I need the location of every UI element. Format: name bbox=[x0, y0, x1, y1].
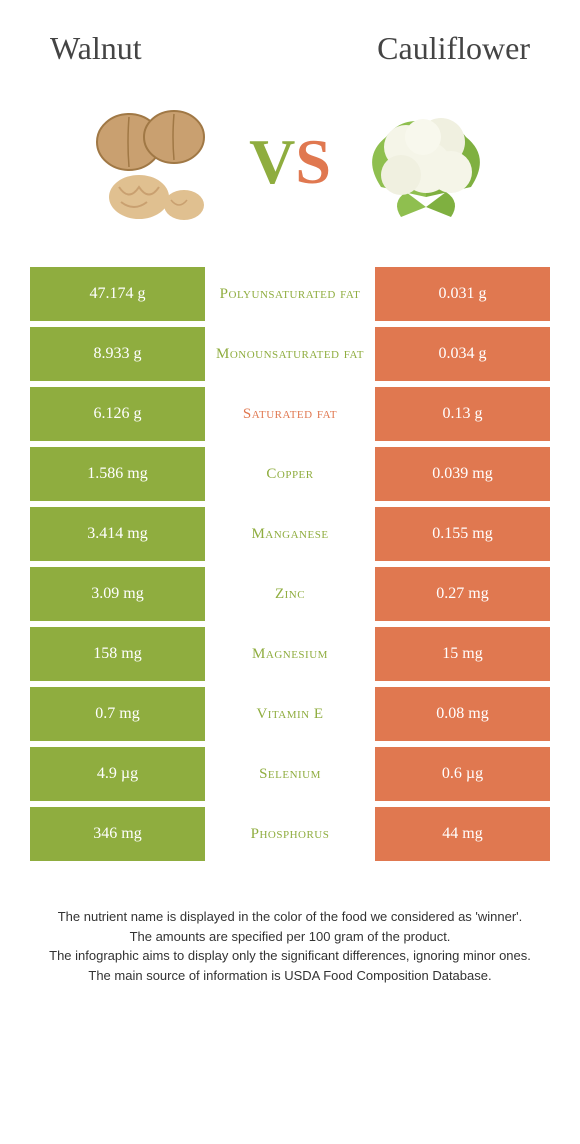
vs-s: S bbox=[295, 125, 331, 199]
value-right: 0.034 g bbox=[375, 327, 550, 381]
comparison-table: 47.174 gPolyunsaturated fat0.031 g 8.933 … bbox=[0, 267, 580, 867]
walnut-image bbox=[79, 87, 229, 237]
value-left: 47.174 g bbox=[30, 267, 205, 321]
value-left: 6.126 g bbox=[30, 387, 205, 441]
table-row: 158 mgMagnesium15 mg bbox=[30, 627, 550, 681]
value-left: 8.933 g bbox=[30, 327, 205, 381]
value-right: 44 mg bbox=[375, 807, 550, 861]
nutrient-label: Phosphorus bbox=[205, 807, 375, 861]
table-row: 3.09 mgZinc0.27 mg bbox=[30, 567, 550, 621]
table-row: 4.9 µgSelenium0.6 µg bbox=[30, 747, 550, 801]
nutrient-label: Selenium bbox=[205, 747, 375, 801]
title-left: Walnut bbox=[50, 30, 142, 67]
table-row: 3.414 mgManganese0.155 mg bbox=[30, 507, 550, 561]
table-row: 346 mgPhosphorus44 mg bbox=[30, 807, 550, 861]
table-row: 47.174 gPolyunsaturated fat0.031 g bbox=[30, 267, 550, 321]
nutrient-label: Polyunsaturated fat bbox=[205, 267, 375, 321]
infographic-container: Walnut Cauliflower VS bbox=[0, 0, 580, 1144]
cauliflower-image bbox=[351, 87, 501, 237]
value-right: 0.27 mg bbox=[375, 567, 550, 621]
table-row: 1.586 mgCopper0.039 mg bbox=[30, 447, 550, 501]
value-right: 0.031 g bbox=[375, 267, 550, 321]
footer-line-3: The infographic aims to display only the… bbox=[40, 946, 540, 966]
nutrient-label: Manganese bbox=[205, 507, 375, 561]
table-row: 0.7 mgVitamin E0.08 mg bbox=[30, 687, 550, 741]
nutrient-label: Zinc bbox=[205, 567, 375, 621]
vs-label: VS bbox=[249, 125, 331, 199]
nutrient-label: Saturated fat bbox=[205, 387, 375, 441]
nutrient-label: Vitamin E bbox=[205, 687, 375, 741]
nutrient-label: Copper bbox=[205, 447, 375, 501]
value-left: 4.9 µg bbox=[30, 747, 205, 801]
footer-line-2: The amounts are specified per 100 gram o… bbox=[40, 927, 540, 947]
vs-v: V bbox=[249, 125, 295, 199]
value-right: 0.08 mg bbox=[375, 687, 550, 741]
titles-row: Walnut Cauliflower bbox=[0, 0, 580, 77]
footer-line-4: The main source of information is USDA F… bbox=[40, 966, 540, 986]
value-right: 0.155 mg bbox=[375, 507, 550, 561]
value-right: 15 mg bbox=[375, 627, 550, 681]
images-row: VS bbox=[0, 77, 580, 267]
nutrient-label: Magnesium bbox=[205, 627, 375, 681]
footer-notes: The nutrient name is displayed in the co… bbox=[0, 867, 580, 1005]
footer-line-1: The nutrient name is displayed in the co… bbox=[40, 907, 540, 927]
value-left: 158 mg bbox=[30, 627, 205, 681]
value-right: 0.6 µg bbox=[375, 747, 550, 801]
value-left: 346 mg bbox=[30, 807, 205, 861]
value-left: 1.586 mg bbox=[30, 447, 205, 501]
title-right: Cauliflower bbox=[377, 30, 530, 67]
value-left: 3.414 mg bbox=[30, 507, 205, 561]
table-row: 8.933 gMonounsaturated fat0.034 g bbox=[30, 327, 550, 381]
value-left: 3.09 mg bbox=[30, 567, 205, 621]
nutrient-label: Monounsaturated fat bbox=[205, 327, 375, 381]
value-right: 0.039 mg bbox=[375, 447, 550, 501]
value-right: 0.13 g bbox=[375, 387, 550, 441]
value-left: 0.7 mg bbox=[30, 687, 205, 741]
table-row: 6.126 gSaturated fat0.13 g bbox=[30, 387, 550, 441]
